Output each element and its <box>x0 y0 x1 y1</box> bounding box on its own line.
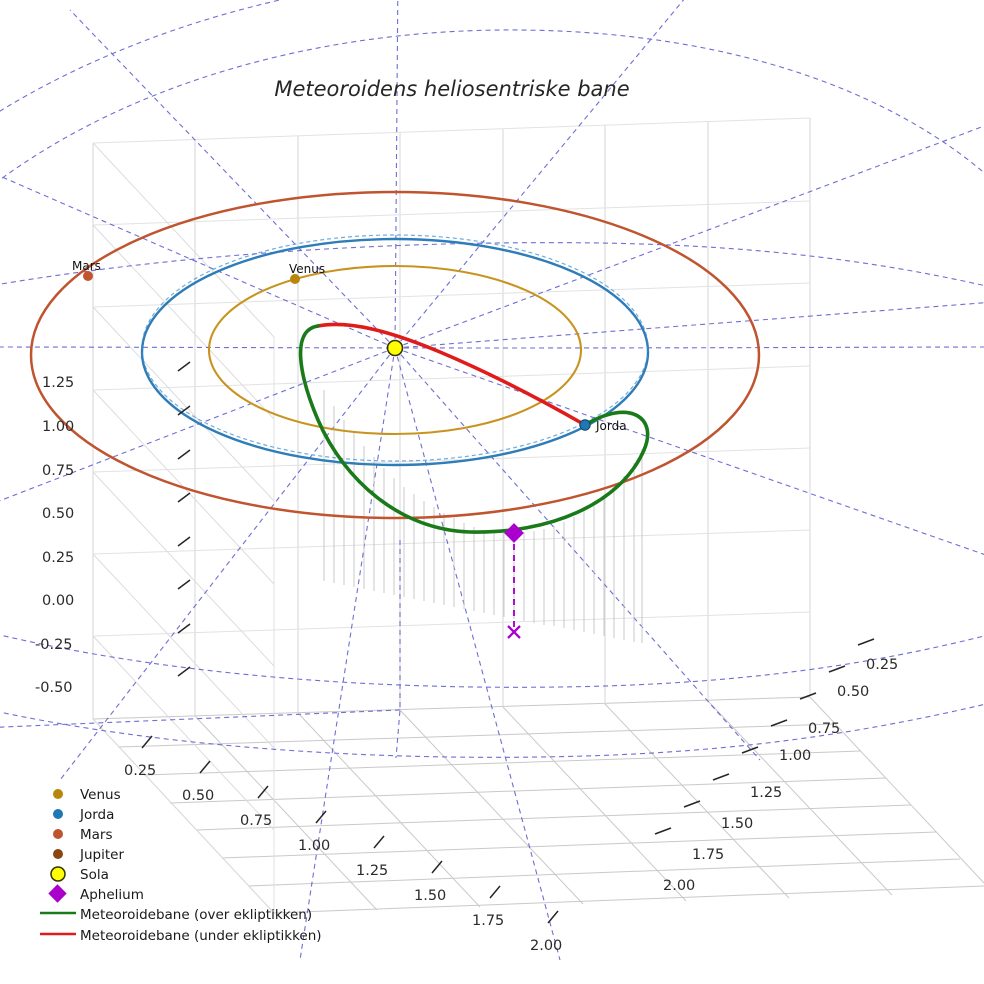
legend-label-orbit-over: Meteoroidebane (over ekliptikken) <box>80 907 312 923</box>
axis-left-tick-4: 0.25 <box>42 550 74 566</box>
axis-bottom-tick-4: 1.25 <box>356 863 388 879</box>
axis-left-tick-0: 1.25 <box>42 375 74 391</box>
legend-marker-aphelium <box>48 884 67 903</box>
aphelion-group <box>504 523 524 639</box>
legend-label-venus: Venus <box>80 787 121 803</box>
legend-marker-jupiter <box>53 849 63 859</box>
axis-right-tick-0: 0.25 <box>866 657 898 673</box>
axes3d-grid <box>92 696 984 914</box>
meteoroid-orbit-under <box>316 322 587 427</box>
orbit-jorda <box>140 234 650 467</box>
axis-right-tick-6: 1.75 <box>692 847 724 863</box>
jorda-point <box>579 419 591 431</box>
axis-right-ticks: 0.25 0.50 0.75 1.00 1.25 1.50 1.75 2.00 <box>654 638 898 894</box>
axis-left-tick-7: -0.50 <box>35 680 73 696</box>
axis-bottom-tick-7: 2.00 <box>530 938 562 954</box>
axis-left-ticks: 1.25 1.00 0.75 0.50 0.25 0.00 -0.25 -0.5… <box>35 361 191 696</box>
legend-label-jorda: Jorda <box>79 807 114 823</box>
legend-marker-mars <box>53 829 63 839</box>
legend-label-orbit-under: Meteoroidebane (under ekliptikken) <box>80 928 322 944</box>
orbit-venus <box>207 264 583 436</box>
legend: Venus Jorda Mars Jupiter Sola Aphelium M… <box>40 787 322 944</box>
axis-bottom-tick-6: 1.75 <box>472 913 504 929</box>
axis-right-tick-2: 0.75 <box>808 721 840 737</box>
legend-marker-venus <box>53 789 63 799</box>
axis-left-tick-5: 0.00 <box>42 593 74 609</box>
legend-label-mars: Mars <box>80 827 113 843</box>
axis-right-tick-3: 1.00 <box>779 748 811 764</box>
axis-bottom-tick-2: 0.75 <box>240 813 272 829</box>
axis-bottom-tick-0: 0.25 <box>124 763 156 779</box>
axis-right-tick-7: 2.00 <box>663 878 695 894</box>
orbit-mars <box>29 190 761 520</box>
orbit-stem-lines <box>323 390 643 643</box>
aphelion-floor-x <box>507 625 521 639</box>
axis-right-tick-1: 0.50 <box>837 684 869 700</box>
meteoroid-orbit-over <box>298 324 650 534</box>
venus-point-label: Venus <box>289 262 325 276</box>
jorda-point-label: Jorda <box>595 419 627 433</box>
legend-marker-jorda <box>53 809 63 819</box>
axis-right-tick-5: 1.50 <box>721 816 753 832</box>
axes3d-wall-posts <box>92 117 811 719</box>
mars-point <box>83 271 93 281</box>
planet-annotations: Mars Venus Jorda <box>72 259 627 433</box>
page-title: Meteoroidens heliosentriske bane <box>274 77 629 101</box>
legend-label-aphelium: Aphelium <box>80 887 144 903</box>
projection-lines <box>0 0 984 961</box>
legend-label-sola: Sola <box>80 867 109 883</box>
aphelion-diamond-marker <box>504 523 524 543</box>
axis-left-tick-3: 0.50 <box>42 506 74 522</box>
axis-left-tick-6: -0.25 <box>35 637 73 653</box>
axis-bottom-ticks: 0.25 0.50 0.75 1.00 1.25 1.50 1.75 2.00 <box>124 735 562 954</box>
axis-bottom-tick-5: 1.50 <box>414 888 446 904</box>
legend-label-jupiter: Jupiter <box>79 847 124 863</box>
axes3d-left-wall <box>92 142 275 914</box>
axis-right-tick-4: 1.25 <box>750 785 782 801</box>
venus-point <box>290 274 300 284</box>
axis-left-tick-2: 0.75 <box>42 463 74 479</box>
mars-point-label: Mars <box>72 259 101 273</box>
sun-marker <box>386 339 404 357</box>
axis-bottom-tick-3: 1.00 <box>298 838 330 854</box>
axis-left-tick-1: 1.00 <box>42 419 74 435</box>
legend-marker-sola <box>50 866 66 882</box>
axis-bottom-tick-1: 0.50 <box>182 788 214 804</box>
